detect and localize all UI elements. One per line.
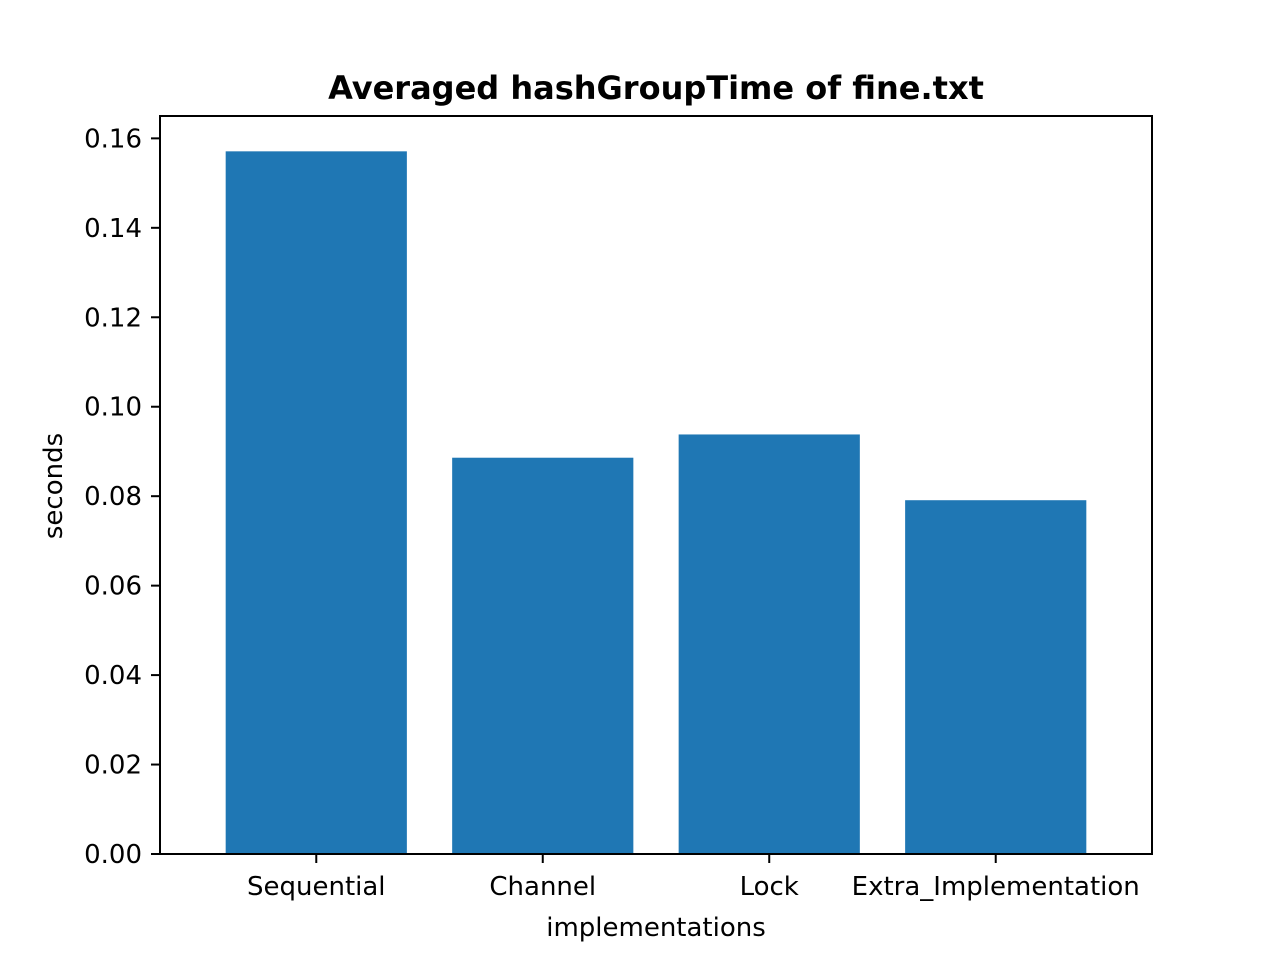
y-tick-label: 0.14 bbox=[84, 214, 142, 244]
bar-lock bbox=[678, 434, 860, 854]
x-tick-label: Extra_Implementation bbox=[852, 872, 1140, 902]
y-tick-label: 0.00 bbox=[84, 840, 142, 870]
x-axis: Sequential Channel Lock Extra_Implementatio… bbox=[247, 854, 1140, 902]
x-axis-label: implementations bbox=[546, 913, 766, 943]
y-axis: 0.00 0.02 0.04 0.06 0.08 0.10 0.12 0.14 0.16 bbox=[84, 124, 160, 870]
x-tick-label: Lock bbox=[740, 872, 799, 902]
bar-extra-implementation bbox=[905, 500, 1087, 854]
y-tick-label: 0.10 bbox=[84, 393, 142, 423]
x-tick-label: Channel bbox=[489, 872, 596, 902]
bar-sequential bbox=[225, 151, 407, 855]
y-tick-label: 0.06 bbox=[84, 572, 142, 602]
y-tick-label: 0.02 bbox=[84, 751, 142, 781]
y-tick-label: 0.08 bbox=[84, 482, 142, 512]
plot-area-frame bbox=[159, 115, 1153, 855]
y-tick-label: 0.04 bbox=[84, 661, 142, 691]
bar-channel bbox=[452, 457, 634, 854]
chart-title: Averaged hashGroupTime of fine.txt bbox=[328, 69, 984, 107]
y-tick-label: 0.16 bbox=[84, 124, 142, 154]
x-tick-label: Sequential bbox=[247, 872, 386, 902]
bars-group bbox=[225, 151, 1087, 855]
y-tick-label: 0.12 bbox=[84, 303, 142, 333]
y-axis-label: seconds bbox=[39, 433, 69, 539]
